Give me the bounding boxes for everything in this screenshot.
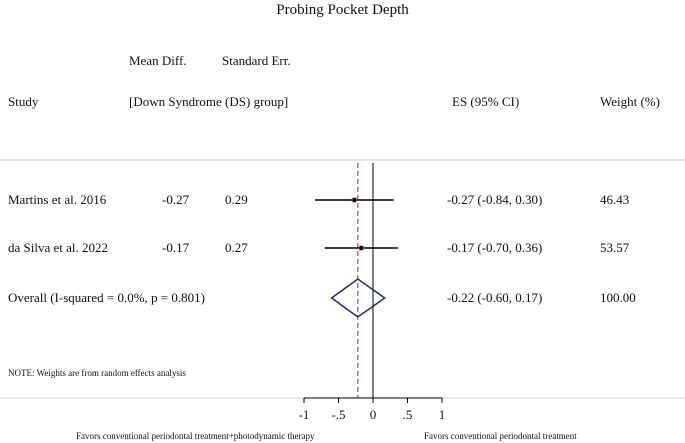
favors-right-label: Favors conventional periodontal treatmen… bbox=[424, 431, 577, 441]
study-2-name: da Silva et al. 2022 bbox=[8, 240, 109, 255]
weights-note: NOTE: Weights are from random effects an… bbox=[8, 368, 186, 378]
header-standard-err: Standard Err. bbox=[222, 53, 291, 68]
study-point-estimate bbox=[352, 198, 357, 202]
overall-label: Overall (I-squared = 0.0%, p = 0.801) bbox=[8, 290, 205, 305]
chart-title: Probing Pocket Depth bbox=[276, 2, 409, 18]
x-tick-label: -.5 bbox=[331, 407, 345, 422]
header-weight: Weight (%) bbox=[600, 94, 660, 109]
x-tick-label: 1 bbox=[439, 407, 446, 422]
overall-weight: 100.00 bbox=[600, 290, 636, 305]
header-es: ES (95% CI) bbox=[452, 94, 520, 109]
x-tick-label: 0 bbox=[370, 407, 377, 422]
study-1-es-text: -0.27 (-0.84, 0.30) bbox=[447, 192, 543, 207]
study-2-mean-diff: -0.17 bbox=[162, 240, 190, 255]
study-1-mean-diff: -0.27 bbox=[162, 192, 190, 207]
x-axis-ticks: -1 -.5 0 .5 1 bbox=[299, 398, 446, 422]
favors-left-label: Favors conventional periodontal treatmen… bbox=[76, 431, 315, 441]
x-tick-label: .5 bbox=[403, 407, 413, 422]
study-1-se: 0.29 bbox=[225, 192, 248, 207]
study-2-es-text: -0.17 (-0.70, 0.36) bbox=[447, 240, 543, 255]
study-1-weight: 46.43 bbox=[600, 192, 630, 207]
study-2-weight: 53.57 bbox=[600, 240, 630, 255]
overall-es-text: -0.22 (-0.60, 0.17) bbox=[447, 290, 543, 305]
study-1-name: Martins et al. 2016 bbox=[8, 192, 107, 207]
study-2-se: 0.27 bbox=[225, 240, 248, 255]
study-marks bbox=[315, 197, 398, 318]
header-mean-diff: Mean Diff. bbox=[129, 53, 187, 68]
overall-diamond bbox=[330, 278, 387, 318]
study-point-estimate bbox=[359, 246, 364, 250]
x-tick-label: -1 bbox=[299, 407, 310, 422]
header-study: Study bbox=[8, 94, 39, 109]
header-group: [Down Syndrome (DS) group] bbox=[129, 94, 289, 109]
